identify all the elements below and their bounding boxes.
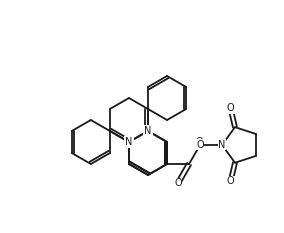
Text: N: N	[144, 126, 152, 136]
Text: N: N	[218, 140, 226, 150]
Text: O: O	[195, 137, 203, 147]
Text: O: O	[227, 176, 234, 186]
Text: O: O	[227, 103, 234, 113]
Text: N: N	[125, 137, 133, 147]
Text: O: O	[174, 178, 182, 188]
Text: O: O	[196, 140, 204, 150]
